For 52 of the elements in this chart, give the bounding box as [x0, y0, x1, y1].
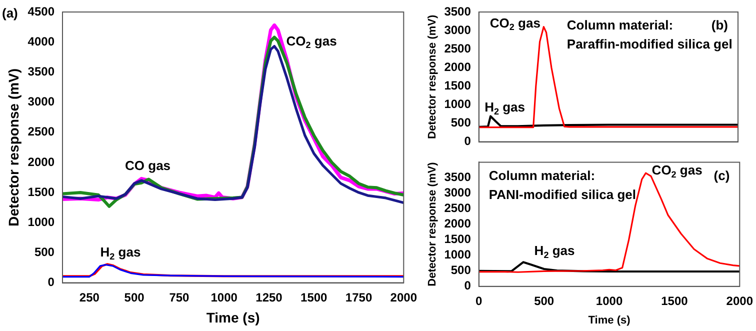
x-tick-label: 2000 — [390, 290, 418, 304]
y-axis-title: Detector response (mV) — [5, 68, 22, 226]
y-tick-label: 2500 — [28, 124, 55, 139]
y-axis-title: Detector response (mV) — [426, 162, 439, 286]
y-tick-label: 2000 — [444, 216, 472, 231]
y-tick-label: 1000 — [444, 97, 472, 112]
y-tick-label: 2500 — [444, 201, 472, 216]
y-axis-title: Detector response (mV) — [426, 14, 439, 139]
x-tick-label: 500 — [534, 294, 554, 308]
annotation: Column material: — [488, 168, 596, 183]
annotation: CO gas — [125, 158, 171, 173]
y-tick-label: 3000 — [444, 186, 472, 200]
y-tick-label: 0 — [464, 278, 472, 293]
y-tick-label: 4500 — [28, 4, 55, 18]
text: (b) — [711, 18, 728, 33]
y-tick-label: 500 — [34, 245, 55, 260]
x-axis-title: Time (s) — [206, 309, 260, 326]
annotation: Column material: — [566, 18, 674, 33]
y-tick-label: 3000 — [28, 94, 55, 109]
x-tick-label: 500 — [124, 290, 145, 304]
chart-title: (a) — [2, 6, 18, 21]
y-tick-label: 3500 — [444, 4, 472, 18]
y-tick-label: 500 — [450, 116, 472, 130]
annotation: Paraffin-modified silica gel — [566, 36, 732, 52]
y-tick-label: 4000 — [28, 34, 55, 48]
y-tick-label: 0 — [464, 134, 472, 148]
y-tick-label: 1500 — [444, 78, 472, 92]
y-tick-label: 1500 — [28, 184, 55, 199]
y-tick-label: 3500 — [444, 170, 472, 184]
annotation: PANI-modified silica gel — [488, 186, 636, 202]
y-tick-label: 500 — [450, 263, 472, 278]
y-tick-label: 3000 — [444, 22, 472, 37]
x-tick-label: 0 — [476, 294, 483, 308]
y-tick-label: 2500 — [444, 41, 472, 56]
y-tick-label: 2000 — [444, 60, 472, 74]
x-tick-label: 250 — [79, 290, 100, 304]
y-tick-label: 1000 — [28, 214, 55, 229]
x-tick-label: 2000 — [726, 294, 754, 308]
x-tick-label: 1500 — [661, 294, 688, 308]
y-tick-label: 2000 — [28, 154, 55, 169]
x-axis-title: Time (s) — [588, 314, 631, 326]
x-tick-label: 750 — [169, 290, 190, 304]
x-tick-label: 1250 — [256, 290, 283, 304]
text: (c) — [714, 168, 730, 183]
x-tick-label: 1750 — [345, 290, 372, 304]
y-tick-label: 0 — [48, 275, 55, 290]
y-tick-label: 3500 — [28, 64, 55, 78]
x-tick-label: 1500 — [300, 290, 328, 304]
x-tick-label: 1000 — [596, 294, 623, 308]
y-tick-label: 1000 — [444, 248, 472, 262]
y-tick-label: 1500 — [444, 232, 472, 246]
x-tick-label: 1000 — [210, 290, 238, 304]
